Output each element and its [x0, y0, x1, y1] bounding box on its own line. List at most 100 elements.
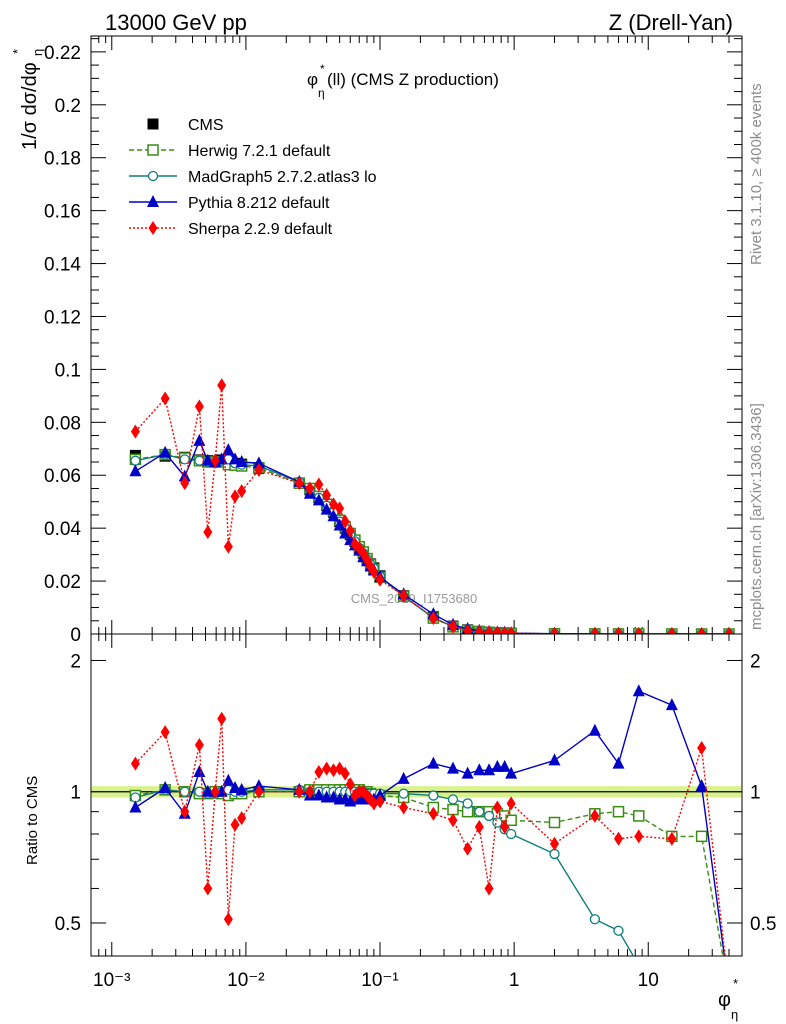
- ratio-point-madgraph: [179, 786, 190, 797]
- title-text: (ll) (CMS Z production): [327, 70, 499, 89]
- main-point-sherpa: [474, 624, 484, 634]
- main-point-sherpa: [305, 481, 315, 496]
- ratio-point-sherpa: [492, 800, 502, 815]
- ratio-point-pythia: [588, 723, 601, 736]
- ratio-point-sherpa: [340, 766, 350, 781]
- ratio-ytick-label-right: 2: [750, 651, 761, 672]
- main-point-sherpa: [634, 626, 644, 634]
- main-point-sherpa: [194, 399, 204, 414]
- main-point-sherpa: [294, 476, 304, 491]
- main-point-pythia: [312, 493, 325, 506]
- ratio-point-pythia: [129, 800, 142, 813]
- ylabel-main-group: 1/σ dσ/dφ η *: [10, 49, 45, 150]
- main-point-sherpa: [369, 564, 379, 579]
- ratio-point-madgraph: [634, 961, 643, 970]
- ratio-point-sherpa: [237, 811, 247, 826]
- ratio-point-pythia: [222, 773, 235, 786]
- ratio-point-sherpa: [130, 756, 140, 771]
- header-left: 13000 GeV pp: [105, 10, 247, 35]
- ratio-point-madgraph: [667, 961, 676, 970]
- main-point-sherpa: [550, 626, 560, 634]
- main-point-sherpa: [322, 488, 332, 503]
- legend-marker-pythia: [147, 195, 159, 207]
- ratio-point-sherpa: [667, 831, 677, 846]
- main-point-sherpa: [180, 476, 190, 491]
- legend-item-sherpa: Sherpa 2.2.9 default: [129, 221, 333, 238]
- main-point-sherpa: [463, 623, 473, 634]
- legend-item-madgraph: MadGraph5 2.7.2.atlas3 lo: [129, 169, 377, 186]
- ratio-point-pythia: [612, 756, 625, 769]
- main-ytick-label: 0.22: [44, 43, 81, 64]
- ratio-point-sherpa: [217, 711, 227, 726]
- main-line-herwig: [135, 453, 729, 634]
- ratio-point-sherpa: [634, 829, 644, 844]
- main-point-sherpa: [314, 477, 324, 492]
- legend-marker-sherpa: [148, 221, 158, 235]
- ylabel-star: *: [10, 49, 25, 54]
- main-point-sherpa: [217, 378, 227, 393]
- ratio-point-pythia: [427, 756, 440, 769]
- legend-label-cms: CMS: [188, 117, 224, 134]
- ratio-point-pythia: [159, 780, 172, 793]
- ratio-point-sherpa: [305, 784, 315, 799]
- legend-marker-madgraph: [147, 170, 159, 182]
- main-point-sherpa: [484, 625, 494, 634]
- ratio-ytick-label-right: 0.5: [750, 914, 776, 935]
- ratio-point-madgraph: [462, 798, 473, 809]
- ratio-point-sherpa: [160, 725, 170, 740]
- ratio-point-pythia: [695, 779, 708, 792]
- ratio-point-sherpa: [194, 737, 204, 752]
- ratio-point-sherpa: [294, 784, 304, 799]
- ratio-point-sherpa: [210, 784, 220, 799]
- ratio-point-sherpa: [448, 813, 458, 828]
- main-point-sherpa: [399, 588, 409, 603]
- ratio-point-pythia: [548, 753, 561, 766]
- ratio-point-sherpa: [180, 804, 190, 819]
- main-ytick-label: 0.14: [44, 255, 81, 276]
- main-point-sherpa: [724, 626, 734, 634]
- watermark: CMS_2019_I1753680: [351, 591, 478, 606]
- ylabel-eta: η: [30, 49, 45, 56]
- ratio-series-pythia: [129, 684, 726, 956]
- ratio-point-pythia: [215, 784, 228, 797]
- main-point-sherpa: [667, 626, 677, 634]
- main-point-sherpa: [345, 523, 355, 538]
- ratio-point-sherpa: [428, 806, 438, 821]
- ratio-point-pythia: [193, 764, 206, 777]
- main-point-pythia: [333, 518, 346, 531]
- ratio-point-herwig: [548, 816, 561, 829]
- main-point-pythia: [178, 469, 191, 482]
- ratio-ytick-label: 2: [70, 651, 81, 672]
- side-label-mcplots: mcplots.cern.ch [arXiv:1306.3436]: [748, 403, 765, 630]
- main-point-sherpa: [500, 626, 510, 634]
- ratio-point-madgraph: [483, 810, 495, 822]
- main-point-pythia: [159, 445, 172, 458]
- ratio-point-pythia: [473, 763, 486, 776]
- main-point-sherpa: [492, 625, 502, 634]
- main-point-sherpa: [254, 462, 264, 477]
- main-ytick-label: 0.12: [44, 307, 81, 328]
- main-series-sherpa: [130, 378, 734, 634]
- x-tick-label: 10⁻¹: [361, 970, 399, 991]
- ratio-point-madgraph: [613, 925, 624, 936]
- legend-marker-cms: [147, 118, 159, 130]
- xlabel-star: *: [733, 976, 738, 991]
- main-ytick-label: 0.1: [55, 360, 81, 381]
- main-point-sherpa: [697, 626, 707, 634]
- ratio-point-pythia: [229, 780, 242, 793]
- ratio-point-pythia: [665, 698, 678, 711]
- ratio-point-pythia: [235, 782, 248, 795]
- main-point-pythia: [201, 453, 214, 466]
- ylabel-ratio: Ratio to CMS: [24, 776, 41, 865]
- ratio-point-sherpa: [463, 841, 473, 856]
- main-ytick-label: 0.08: [44, 413, 81, 434]
- legend-label-pythia: Pythia 8.212 default: [188, 195, 330, 212]
- ratio-point-madgraph: [505, 828, 517, 840]
- ratio-point-sherpa: [223, 912, 233, 927]
- xlabel-group: φ * η: [718, 976, 738, 1022]
- ratio-point-sherpa: [375, 794, 385, 809]
- main-point-pythia: [235, 455, 248, 468]
- plot-title: φ * η (ll) (CMS Z production): [307, 62, 499, 100]
- xlabel-eta: η: [731, 1007, 738, 1022]
- ratio-ytick-label: 0.5: [55, 914, 81, 935]
